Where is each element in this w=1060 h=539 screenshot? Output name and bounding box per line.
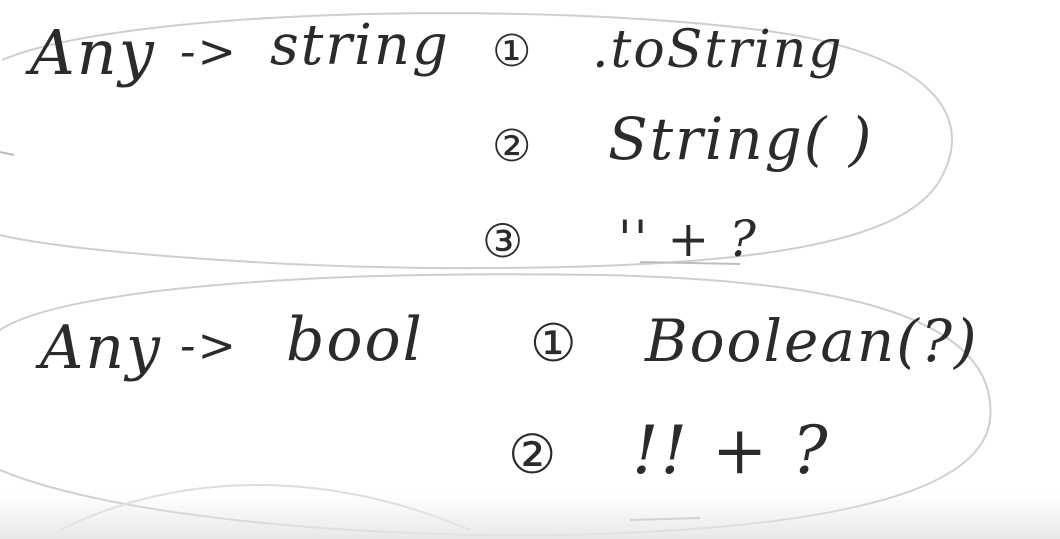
option-expression: Boolean(?) bbox=[645, 307, 979, 375]
option-expression: .toString bbox=[592, 20, 844, 80]
source-type-any: Any bbox=[30, 16, 156, 89]
bottom-shade bbox=[0, 494, 1060, 539]
option-marker: ① bbox=[492, 26, 532, 77]
option-marker: ② bbox=[492, 121, 532, 172]
option-marker: ① bbox=[530, 314, 577, 374]
source-type-any: Any bbox=[40, 313, 162, 383]
target-type-string: string bbox=[270, 13, 450, 78]
option-marker: ② bbox=[508, 423, 557, 486]
option-marker: ③ bbox=[482, 214, 524, 268]
conversion-arrow: -> bbox=[180, 24, 239, 78]
underline-mark bbox=[639, 261, 741, 265]
option-expression: String( ) bbox=[608, 105, 874, 173]
target-type-bool: bool bbox=[286, 305, 424, 375]
string-group-lasso bbox=[0, 12, 953, 270]
conversion-arrow: -> bbox=[180, 318, 239, 372]
option-expression: '' + ? bbox=[618, 210, 758, 268]
option-expression: !! + ? bbox=[632, 412, 830, 489]
left-tick-mark bbox=[0, 151, 15, 156]
